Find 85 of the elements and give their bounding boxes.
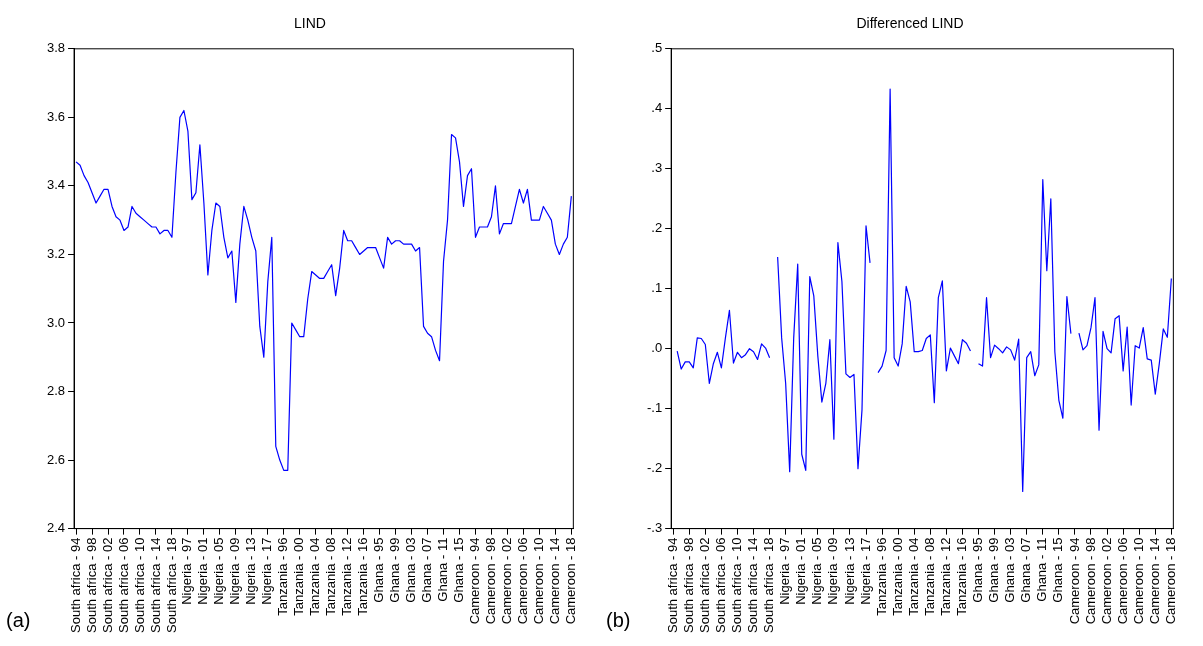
x-tick-label: Tanzania - 16	[954, 537, 970, 616]
y-tick-label: .0	[651, 340, 663, 356]
x-tick-label: South africa - 98	[83, 537, 99, 633]
x-tick-label: Cameroon - 18	[562, 537, 578, 625]
chart-title: Differenced LIND	[856, 15, 964, 32]
x-tick-label: Cameroon - 98	[1082, 537, 1098, 625]
x-tick-label: South africa - 06	[712, 537, 728, 633]
x-tick-label: South africa - 10	[729, 537, 745, 633]
y-tick-label: .4	[651, 100, 663, 116]
x-tick-label: Nigeria - 17	[259, 537, 275, 605]
x-tick-label: Cameroon - 06	[514, 537, 530, 625]
y-tick-label: 2.6	[46, 451, 66, 467]
x-tick-label: Cameroon - 14	[1146, 537, 1162, 625]
x-tick-label: Tanzania - 08	[323, 537, 339, 616]
x-tick-label: South africa - 94	[67, 537, 83, 633]
y-tick-label: .2	[651, 220, 663, 236]
x-tick-label: South africa - 14	[745, 537, 761, 633]
x-tick-label: Tanzania - 12	[937, 537, 953, 616]
x-tick-label: South africa - 18	[761, 537, 777, 633]
x-tick-label: Ghana - 11	[435, 537, 451, 602]
x-tick-label: Cameroon - 14	[546, 537, 562, 625]
x-tick-label: Nigeria - 05	[809, 537, 825, 605]
y-tick-label: .5	[651, 40, 663, 56]
y-tick-label: -.2	[647, 460, 663, 476]
x-tick-label: South africa - 98	[680, 537, 696, 633]
x-tick-label: South africa - 94	[664, 537, 680, 633]
y-tick-label: 3.4	[46, 177, 66, 193]
x-tick-label: Tanzania - 04	[307, 537, 323, 616]
y-tick-label: -.3	[647, 520, 663, 536]
y-tick-label: .3	[651, 160, 663, 176]
x-tick-label: Tanzania - 04	[905, 537, 921, 616]
x-tick-label: Ghana - 95	[371, 537, 387, 603]
x-tick-label: Tanzania - 12	[339, 537, 355, 616]
x-tick-label: Ghana - 15	[1050, 537, 1066, 603]
y-tick-label: 3.8	[46, 40, 66, 56]
x-tick-label: Tanzania - 08	[921, 537, 937, 616]
x-tick-label: Ghana - 99	[986, 537, 1002, 603]
y-tick-label: 2.4	[46, 520, 66, 536]
x-tick-label: Ghana - 15	[451, 537, 467, 603]
x-tick-label: Tanzania - 96	[275, 537, 291, 616]
y-tick-label: 3.2	[46, 246, 66, 262]
x-tick-label: Cameroon - 02	[499, 537, 515, 625]
x-tick-label: South africa - 02	[696, 537, 712, 633]
x-tick-label: Tanzania - 16	[355, 537, 371, 616]
x-tick-label: Cameroon - 10	[530, 537, 546, 625]
x-tick-label: Cameroon - 94	[467, 537, 483, 625]
x-tick-label: South africa - 14	[147, 537, 163, 633]
x-tick-label: Cameroon - 10	[1130, 537, 1146, 625]
x-tick-label: Ghana - 07	[419, 537, 435, 603]
x-tick-label: South africa - 18	[163, 537, 179, 633]
x-tick-label: South africa - 10	[131, 537, 147, 633]
text: (b)	[606, 609, 631, 632]
x-tick-label: Nigeria - 97	[179, 537, 195, 605]
x-tick-label: Nigeria - 09	[227, 537, 243, 605]
y-tick-label: .1	[651, 280, 663, 296]
x-tick-label: Ghana - 95	[970, 537, 986, 603]
x-tick-label: Nigeria - 97	[777, 537, 793, 605]
x-tick-label: Nigeria - 01	[793, 537, 809, 605]
x-tick-label: Nigeria - 09	[825, 537, 841, 605]
y-tick-label: -.1	[647, 400, 663, 416]
y-tick-label: 3.6	[46, 108, 66, 124]
x-tick-label: Ghana - 03	[1002, 537, 1018, 603]
x-tick-label: Tanzania - 00	[889, 537, 905, 616]
x-tick-label: Ghana - 99	[387, 537, 403, 603]
x-tick-label: Ghana - 03	[403, 537, 419, 603]
x-tick-label: Ghana - 07	[1018, 537, 1034, 603]
x-tick-label: Nigeria - 05	[211, 537, 227, 605]
x-tick-label: South africa - 06	[115, 537, 131, 633]
x-tick-label: Nigeria - 01	[195, 537, 211, 605]
x-tick-label: South africa - 02	[99, 537, 115, 633]
x-tick-label: Cameroon - 94	[1066, 537, 1082, 625]
x-tick-label: Tanzania - 00	[291, 537, 307, 616]
y-tick-label: 2.8	[46, 383, 66, 399]
x-tick-label: Tanzania - 96	[873, 537, 889, 616]
y-tick-label: 3.0	[46, 314, 66, 330]
x-tick-label: Nigeria - 13	[841, 537, 857, 605]
x-tick-label: Cameroon - 98	[483, 537, 499, 625]
x-tick-label: Ghana - 11	[1034, 537, 1050, 602]
chart-title: LIND	[294, 15, 326, 32]
x-tick-label: Nigeria - 13	[243, 537, 259, 605]
x-tick-label: Cameroon - 06	[1114, 537, 1130, 625]
x-tick-label: Cameroon - 02	[1098, 537, 1114, 625]
x-tick-label: Cameroon - 18	[1162, 537, 1178, 625]
text: (a)	[6, 609, 31, 632]
x-tick-label: Nigeria - 17	[857, 537, 873, 605]
